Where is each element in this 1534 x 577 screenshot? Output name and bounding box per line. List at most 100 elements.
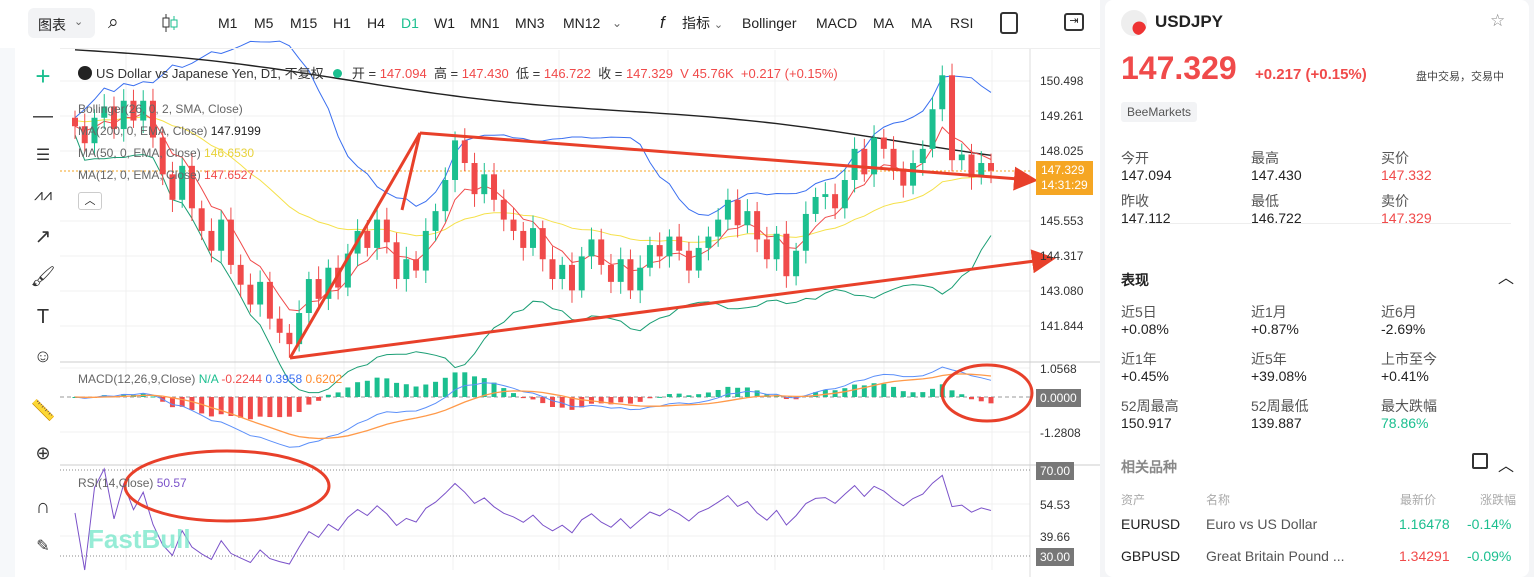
- rsi-legend[interactable]: RSI(14,Close) 50.57: [78, 476, 187, 490]
- related-change: -0.09%: [1467, 548, 1512, 564]
- candle-body: [520, 230, 527, 248]
- macd-histogram-bar: [715, 389, 721, 397]
- candle-body: [656, 245, 663, 257]
- candle-body: [968, 154, 975, 178]
- macd-histogram-bar: [355, 382, 361, 397]
- indicator-function-icon[interactable]: f: [660, 13, 665, 32]
- search-icon[interactable]: ⌕: [108, 12, 119, 33]
- candle-body: [637, 267, 644, 291]
- macd-histogram-bar: [949, 390, 955, 397]
- timeframe-w1[interactable]: W1: [434, 15, 455, 31]
- layout-icon[interactable]: [1000, 12, 1018, 34]
- text-tool-icon[interactable]: T: [36, 306, 50, 328]
- collapse-performance-icon[interactable]: ︿: [1498, 270, 1515, 287]
- crosshair-plus-icon[interactable]: +: [35, 61, 51, 91]
- ma12-legend[interactable]: MA(12, 0, EMA, Close) 147.6527: [78, 168, 255, 182]
- macd-histogram-bar: [637, 397, 643, 402]
- magnet-icon[interactable]: ∩: [35, 496, 51, 518]
- macd-histogram-bar: [345, 387, 351, 397]
- broker-badge[interactable]: BeeMarkets: [1121, 102, 1198, 122]
- favorite-star-icon[interactable]: ☆: [1490, 11, 1506, 30]
- quote-label: 买价: [1381, 150, 1409, 166]
- candle-body: [91, 117, 98, 144]
- chart-canvas[interactable]: [0, 0, 1100, 577]
- ma200-legend[interactable]: MA(200, 0, EMA, Close) 147.9199: [78, 124, 261, 138]
- zoom-in-icon[interactable]: ⊕: [35, 443, 51, 463]
- macd-histogram-bar: [364, 380, 370, 397]
- timeframe-h1[interactable]: H1: [333, 15, 351, 31]
- macd-histogram-bar: [247, 397, 253, 420]
- macd-histogram-bar: [871, 383, 877, 397]
- price-axis-label: 148.025: [1040, 144, 1084, 158]
- emoji-icon[interactable]: ☺: [33, 346, 53, 366]
- macd-line: [74, 366, 992, 448]
- lock-drawings-icon[interactable]: ✎: [36, 538, 50, 555]
- macd-histogram-bar: [238, 397, 244, 418]
- chart-menu-button[interactable]: 图表 ⌄: [28, 8, 95, 38]
- candle-body: [266, 281, 273, 319]
- timeframe-mn12[interactable]: MN12: [563, 15, 601, 31]
- candle-body: [832, 194, 839, 209]
- indicator-shortcut-rsi[interactable]: RSI: [950, 15, 974, 31]
- main-legend: US Dollar vs Japanese Yen, D1, 不复权 开 = 1…: [78, 63, 838, 82]
- collapse-panel-icon[interactable]: ⇥: [1064, 13, 1084, 31]
- performance-label: 近5日: [1121, 304, 1157, 320]
- macd-histogram-bar: [881, 383, 887, 397]
- left-gutter: [0, 48, 15, 577]
- indicators-button[interactable]: 指标 ⌄: [682, 15, 724, 31]
- candle-body: [510, 219, 517, 231]
- trend-arrow-icon[interactable]: ↗: [34, 226, 52, 248]
- horizontal-line-icon[interactable]: —: [33, 105, 53, 127]
- candle-body: [754, 211, 761, 240]
- indicator-shortcut-ma[interactable]: MA: [911, 15, 932, 31]
- macd-histogram-bar: [959, 394, 965, 397]
- macd-histogram-bar: [608, 397, 614, 405]
- candle-body: [140, 100, 147, 121]
- candle-body: [159, 137, 166, 175]
- timeframe-more-chevron-icon[interactable]: ⌄: [612, 16, 623, 30]
- macd-histogram-bar: [559, 397, 565, 408]
- macd-histogram-bar: [676, 393, 682, 397]
- candle-body: [227, 219, 234, 265]
- timeframe-m15[interactable]: M15: [290, 15, 318, 31]
- pattern-icon[interactable]: ⩘⩘: [33, 187, 53, 204]
- ma50-legend[interactable]: MA(50, 0, EMA, Close) 146.6530: [78, 146, 255, 160]
- candle-body: [208, 230, 215, 251]
- macd-histogram-bar: [228, 397, 234, 416]
- ruler-icon[interactable]: 📏: [30, 400, 56, 422]
- indicator-shortcut-macd[interactable]: MACD: [816, 15, 858, 31]
- brush-icon[interactable]: 🖌: [30, 266, 56, 288]
- chart-area[interactable]: 图表 ⌄ ⌕ M1 M5 M15 H1 H4 D1 W1 MN1 MN3 MN12 ⌄ f 指标 …: [0, 0, 1100, 577]
- timeframe-m5[interactable]: M5: [254, 15, 274, 31]
- macd-histogram-bar: [199, 397, 205, 414]
- collapse-related-icon[interactable]: ︿: [1498, 458, 1515, 475]
- performance-label: 近1月: [1251, 304, 1287, 320]
- parallel-lines-icon[interactable]: ☰: [35, 147, 51, 164]
- timeframe-d1[interactable]: D1: [401, 15, 419, 31]
- candle-body: [939, 75, 946, 110]
- macd-axis-label: -1.2808: [1040, 426, 1081, 440]
- candle-body: [705, 236, 712, 248]
- list-icon[interactable]: [1472, 453, 1488, 469]
- timeframe-h4[interactable]: H4: [367, 15, 385, 31]
- candle-body: [149, 100, 156, 138]
- timeframe-mn1[interactable]: MN1: [470, 15, 500, 31]
- candle-body: [120, 100, 127, 130]
- macd-histogram-bar: [462, 372, 468, 397]
- macd-histogram-bar: [316, 397, 322, 401]
- indicator-shortcut-ma[interactable]: MA: [873, 15, 894, 31]
- quote-label: 昨收: [1121, 193, 1149, 209]
- col-header-price: 最新价: [1400, 493, 1437, 507]
- candle-body: [325, 267, 332, 299]
- bollinger-legend[interactable]: Bollinger(26, 0, 2, SMA, Close): [78, 102, 243, 116]
- timeframe-mn3[interactable]: MN3: [515, 15, 545, 31]
- indicator-shortcut-bollinger[interactable]: Bollinger: [742, 15, 797, 31]
- candle-body: [81, 126, 88, 144]
- related-price: 1.16478: [1399, 516, 1450, 532]
- candle-type-icon[interactable]: [161, 10, 179, 36]
- macd-legend[interactable]: MACD(12,26,9,Close) N/A -0.2244 0.3958 0…: [78, 372, 343, 386]
- related-title: 相关品种: [1121, 459, 1177, 475]
- candle-body: [559, 264, 566, 280]
- collapse-legend-button[interactable]: ︿: [78, 192, 102, 210]
- timeframe-m1[interactable]: M1: [218, 15, 238, 31]
